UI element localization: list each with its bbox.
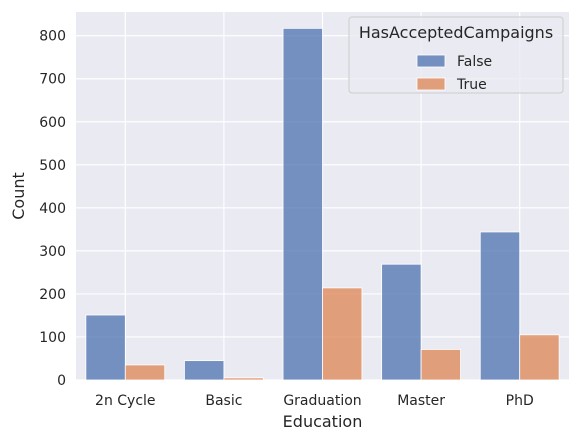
y-tick-label: 500: [39, 158, 66, 174]
legend-label-true: True: [456, 77, 487, 93]
x-axis-ticks: 2n Cycle Basic Graduation Master PhD: [95, 393, 534, 409]
bar-false-2n-cycle: [85, 314, 126, 381]
x-tick-label: Graduation: [283, 393, 361, 409]
x-axis-label: Education: [283, 412, 363, 431]
bar-false-graduation: [282, 27, 323, 381]
x-tick-label: PhD: [506, 393, 534, 409]
bar-false-basic: [184, 360, 225, 381]
y-tick-label: 600: [39, 115, 66, 131]
bar-true-phd: [519, 334, 560, 381]
x-tick-label: Master: [397, 393, 445, 409]
y-axis-label: Count: [9, 172, 28, 220]
bar-true-basic: [223, 377, 264, 381]
x-tick-label: Basic: [205, 393, 242, 409]
y-tick-label: 200: [39, 287, 66, 303]
bar-false-master: [381, 263, 422, 381]
x-tick-label: 2n Cycle: [95, 393, 156, 409]
bar-false-phd: [479, 231, 521, 381]
y-tick-label: 700: [39, 72, 66, 88]
bar-true-master: [420, 349, 461, 381]
y-axis-ticks: 0 100 200 300 400 500 600 700 800: [39, 29, 66, 389]
y-tick-label: 100: [39, 330, 66, 346]
bars: [85, 27, 560, 381]
y-tick-label: 0: [57, 373, 66, 389]
y-tick-label: 400: [39, 201, 66, 217]
legend: HasAcceptedCampaigns False True: [348, 16, 564, 94]
legend-swatch-true: [416, 77, 446, 91]
y-tick-label: 800: [39, 29, 66, 45]
bar-true-graduation: [322, 287, 363, 381]
legend-title: HasAcceptedCampaigns: [359, 23, 553, 42]
legend-box: [348, 16, 564, 94]
y-tick-label: 300: [39, 244, 66, 260]
legend-label-false: False: [457, 54, 492, 70]
legend-swatch-false: [416, 54, 446, 68]
bar-true-2n-cycle: [124, 364, 166, 381]
